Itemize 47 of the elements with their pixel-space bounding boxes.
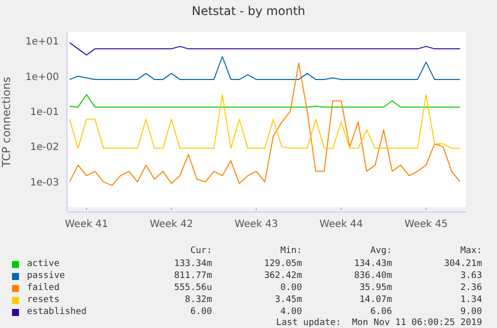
line-series bbox=[69, 94, 461, 108]
y-tick-label: 1e-02 bbox=[30, 142, 59, 154]
text: 129.05m bbox=[263, 259, 302, 269]
text: 133.34m bbox=[173, 259, 212, 269]
legend-label: resets bbox=[26, 295, 61, 305]
text: Cur: bbox=[189, 246, 212, 258]
text: 9.00 bbox=[459, 307, 482, 317]
legend-label: active bbox=[26, 259, 61, 269]
y-tick-label: 1e-01 bbox=[30, 107, 59, 118]
text: 8.32m bbox=[184, 295, 212, 305]
line-series bbox=[69, 94, 461, 149]
line-series bbox=[69, 56, 461, 80]
legend-label: established bbox=[26, 307, 88, 317]
y-tick-label: 1e-03 bbox=[30, 177, 59, 188]
text: 6.06 bbox=[369, 307, 392, 317]
legend-label: passive bbox=[26, 271, 66, 281]
text: Max: bbox=[459, 246, 482, 258]
legend-label: failed bbox=[26, 283, 61, 293]
x-tick-label: Week 45 bbox=[404, 219, 448, 230]
text: 134.43m bbox=[353, 259, 392, 269]
text: 362.42m bbox=[263, 271, 302, 281]
text: 6.00 bbox=[189, 307, 212, 317]
text: 2.36 bbox=[459, 283, 482, 293]
line-series bbox=[69, 42, 461, 56]
line-series bbox=[69, 62, 461, 186]
text: 14.07m bbox=[358, 295, 392, 305]
text: 35.95m bbox=[358, 283, 392, 293]
text: 1.34 bbox=[459, 295, 482, 305]
y-tick-label: 1e+01 bbox=[25, 36, 59, 48]
text: 555.56u bbox=[173, 283, 212, 293]
y-axis-title: TCP connections bbox=[0, 76, 13, 168]
text: Min: bbox=[279, 246, 302, 258]
text: 3.45m bbox=[274, 295, 302, 305]
x-tick-label: Week 41 bbox=[64, 219, 108, 230]
text: 3.63 bbox=[459, 271, 482, 281]
text: 0.00 bbox=[279, 283, 302, 293]
text: 836.40m bbox=[353, 271, 392, 281]
text: Last update: Mon Nov 11 06:00:25 2019 bbox=[275, 318, 482, 328]
text: 811.77m bbox=[173, 271, 212, 281]
chart-title: Netstat - by month bbox=[190, 4, 306, 18]
x-tick-label: Week 42 bbox=[150, 219, 194, 230]
text: 304.21m bbox=[443, 259, 482, 269]
text: 4.00 bbox=[279, 307, 302, 317]
text: Avg: bbox=[369, 246, 392, 258]
x-tick-label: Week 44 bbox=[320, 219, 363, 230]
x-tick-label: Week 43 bbox=[234, 219, 278, 230]
y-tick-label: 1e+00 bbox=[25, 72, 59, 83]
